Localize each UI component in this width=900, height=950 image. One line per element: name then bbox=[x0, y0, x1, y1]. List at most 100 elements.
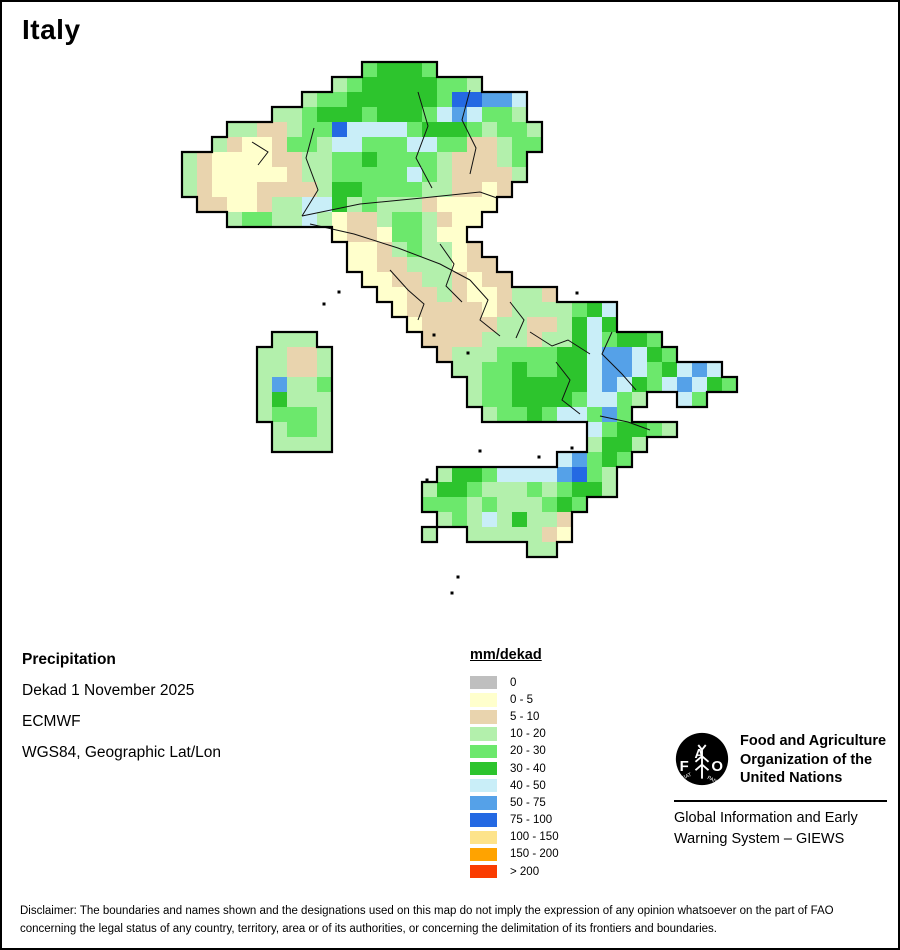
precip-cell bbox=[467, 302, 482, 317]
precip-cell bbox=[257, 347, 272, 362]
precip-cell bbox=[362, 152, 377, 167]
precip-cell bbox=[497, 467, 512, 482]
precip-cell bbox=[467, 107, 482, 122]
islet-dot bbox=[570, 446, 574, 450]
precip-cell bbox=[257, 377, 272, 392]
precip-cell bbox=[497, 482, 512, 497]
precip-cell bbox=[347, 242, 362, 257]
precip-raster bbox=[182, 62, 737, 557]
precip-cell bbox=[557, 377, 572, 392]
precip-cell bbox=[497, 182, 512, 197]
precip-cell bbox=[587, 347, 602, 362]
precip-cell bbox=[422, 257, 437, 272]
precip-cell bbox=[452, 92, 467, 107]
precip-cell bbox=[422, 182, 437, 197]
precip-cell bbox=[557, 467, 572, 482]
precip-cell bbox=[377, 137, 392, 152]
precip-cell bbox=[197, 197, 212, 212]
precip-cell bbox=[542, 527, 557, 542]
legend-row: 50 - 75 bbox=[470, 794, 559, 811]
precip-cell bbox=[347, 167, 362, 182]
precip-cell bbox=[422, 242, 437, 257]
precip-cell bbox=[392, 92, 407, 107]
precip-cell bbox=[677, 362, 692, 377]
precip-cell bbox=[542, 287, 557, 302]
region-border-line bbox=[415, 91, 433, 189]
precip-cell bbox=[437, 107, 452, 122]
precip-cell bbox=[377, 197, 392, 212]
precip-cell bbox=[467, 212, 482, 227]
precip-cell bbox=[662, 362, 677, 377]
precip-cell bbox=[422, 152, 437, 167]
precip-cell bbox=[512, 467, 527, 482]
precip-cell bbox=[257, 137, 272, 152]
precip-cell bbox=[272, 137, 287, 152]
region-border-line bbox=[301, 127, 319, 217]
precip-cell bbox=[482, 287, 497, 302]
precip-cell bbox=[497, 92, 512, 107]
precip-cell bbox=[227, 197, 242, 212]
legend-label: 30 - 40 bbox=[510, 762, 546, 775]
precip-cell bbox=[497, 332, 512, 347]
precip-cell bbox=[482, 407, 497, 422]
precip-cell bbox=[377, 122, 392, 137]
precip-cell bbox=[482, 167, 497, 182]
precip-cell bbox=[527, 377, 542, 392]
precip-cell bbox=[317, 197, 332, 212]
precip-cell bbox=[377, 227, 392, 242]
precip-cell bbox=[242, 182, 257, 197]
precip-cell bbox=[452, 122, 467, 137]
precip-cell bbox=[272, 407, 287, 422]
legend-color-swatch bbox=[470, 761, 497, 776]
giews-block: Global Information and Early Warning Sys… bbox=[674, 808, 858, 850]
precip-cell bbox=[482, 392, 497, 407]
legend-label: 5 - 10 bbox=[510, 710, 540, 723]
precip-cell bbox=[587, 482, 602, 497]
precip-cell bbox=[272, 422, 287, 437]
precip-cell bbox=[452, 482, 467, 497]
precip-cell bbox=[317, 92, 332, 107]
precip-cell bbox=[377, 257, 392, 272]
fao-logo-letter-f: F bbox=[680, 758, 689, 775]
precip-cell bbox=[557, 302, 572, 317]
precip-cell bbox=[272, 332, 287, 347]
legend-row: 100 - 150 bbox=[470, 829, 559, 846]
precip-cell bbox=[632, 422, 647, 437]
fao-logo-motto-panis: PANIS bbox=[706, 775, 723, 787]
precip-cell bbox=[587, 407, 602, 422]
precip-cell bbox=[482, 377, 497, 392]
precip-cell bbox=[527, 287, 542, 302]
precip-cell bbox=[497, 122, 512, 137]
precip-cell bbox=[512, 107, 527, 122]
precip-cell bbox=[707, 377, 722, 392]
precip-cell bbox=[317, 152, 332, 167]
region-border-line bbox=[555, 361, 581, 415]
info-projection: WGS84, Geographic Lat/Lon bbox=[22, 744, 222, 761]
precip-cell bbox=[227, 122, 242, 137]
precip-cell bbox=[602, 422, 617, 437]
precip-cell bbox=[557, 407, 572, 422]
precip-cell bbox=[527, 302, 542, 317]
precip-cell bbox=[602, 437, 617, 452]
precip-cell bbox=[242, 137, 257, 152]
precip-cell bbox=[512, 497, 527, 512]
precip-cell bbox=[662, 422, 677, 437]
precip-cell bbox=[362, 272, 377, 287]
region-border-line bbox=[509, 301, 525, 339]
precip-cell bbox=[497, 527, 512, 542]
legend-color-swatch bbox=[470, 727, 497, 741]
legend-color-swatch bbox=[470, 778, 497, 793]
fao-org-name: Food and Agriculture Organization of the… bbox=[740, 732, 886, 788]
precip-cell bbox=[587, 317, 602, 332]
precip-cell bbox=[317, 137, 332, 152]
precip-cell bbox=[557, 347, 572, 362]
precip-cell bbox=[272, 362, 287, 377]
precip-cell bbox=[332, 77, 347, 92]
precip-cell bbox=[647, 362, 662, 377]
precip-cell bbox=[617, 452, 632, 467]
precip-cell bbox=[197, 152, 212, 167]
precip-cell bbox=[392, 62, 407, 77]
precip-cell bbox=[332, 122, 347, 137]
precip-cell bbox=[512, 137, 527, 152]
